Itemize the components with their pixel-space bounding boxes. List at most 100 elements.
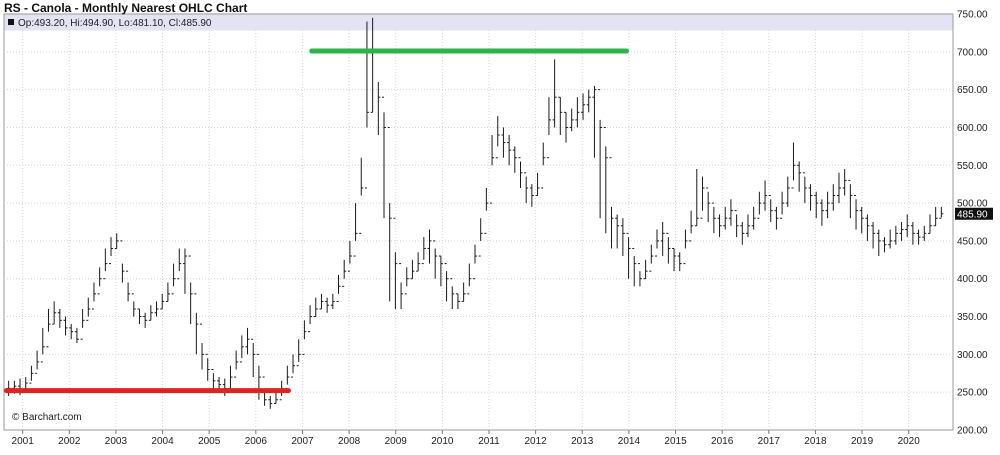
ohlc-bar xyxy=(148,305,153,321)
ohlc-bar xyxy=(831,184,836,211)
ohlc-bar xyxy=(706,187,711,222)
ohlc-bar xyxy=(74,327,79,344)
ohlc-bar xyxy=(473,244,478,280)
ohlc-bar xyxy=(927,214,932,234)
ohlc-bar xyxy=(899,222,904,241)
ohlc-bar xyxy=(52,301,57,325)
ohlc-bar xyxy=(461,282,466,302)
ohlc-bar xyxy=(353,203,358,257)
ohlc-bar xyxy=(57,308,62,328)
ohlc-bar xyxy=(120,240,125,283)
ohlc-bar xyxy=(35,350,40,374)
ohlc-bar xyxy=(717,214,722,238)
annotation-lines xyxy=(3,48,630,394)
info-bar-text: Op:493.20, Hi:494.90, Lo:481.10, Cl:485.… xyxy=(18,18,212,29)
info-band xyxy=(4,14,953,31)
vertical-gridlines xyxy=(22,30,910,434)
ohlc-bar xyxy=(444,263,449,302)
ohlc-bar xyxy=(541,142,546,189)
ohlc-bar xyxy=(188,255,193,325)
ohlc-bar xyxy=(751,206,756,230)
ohlc-bar xyxy=(654,229,659,257)
ohlc-bar xyxy=(507,135,512,166)
ohlc-bar xyxy=(308,305,313,333)
ohlc-bar xyxy=(137,308,142,325)
ohlc-bar xyxy=(865,214,870,241)
ohlc-bar xyxy=(211,368,216,389)
ohlc-bar xyxy=(29,365,34,384)
x-tick-label: 2003 xyxy=(105,436,128,447)
watermark: © Barchart.com xyxy=(12,412,82,423)
x-tick-label: 2020 xyxy=(898,436,921,447)
y-tick-label: 500.00 xyxy=(957,199,988,210)
ohlc-bar xyxy=(791,142,796,189)
ohlc-bar xyxy=(114,233,119,249)
ohlc-bar xyxy=(382,96,387,219)
ohlc-bar xyxy=(723,206,728,230)
ohlc-bar xyxy=(160,293,165,310)
ohlc-bar xyxy=(313,297,318,318)
x-tick-label: 2004 xyxy=(151,436,174,447)
y-tick-label: 450.00 xyxy=(957,236,988,247)
ohlc-bar xyxy=(905,214,910,238)
ohlc-bar xyxy=(421,237,426,265)
x-tick-label: 2002 xyxy=(58,436,81,447)
y-tick-label: 650.00 xyxy=(957,85,988,96)
ohlc-bar xyxy=(740,222,745,245)
ohlc-bar xyxy=(569,108,574,132)
ohlc-bar xyxy=(91,282,96,310)
ohlc-bar xyxy=(592,85,597,158)
ohlc-bar xyxy=(848,179,853,219)
ohlc-bar xyxy=(808,184,813,211)
ohlc-bar xyxy=(598,89,603,219)
ohlc-bar xyxy=(347,240,352,272)
y-tick-label: 350.00 xyxy=(957,312,988,323)
chart-title: RS - Canola - Monthly Nearest OHLC Chart xyxy=(4,1,248,15)
ohlc-bar xyxy=(763,180,768,211)
last-price-marker xyxy=(955,207,993,220)
x-tick-label: 2006 xyxy=(245,436,268,447)
ohlc-bar xyxy=(711,202,716,234)
ohlc-bar xyxy=(518,157,523,188)
ohlc-bar xyxy=(268,395,273,409)
ohlc-bar xyxy=(910,222,915,245)
x-axis-tick-labels: 2001 2002 2003 2004 2005 2006 2007 2008 2009 2010… xyxy=(12,436,921,447)
ohlc-bar xyxy=(325,297,330,313)
ohlc-bar xyxy=(182,248,187,294)
ohlc-bar xyxy=(80,308,85,340)
y-tick-label: 550.00 xyxy=(957,161,988,172)
ohlc-bar xyxy=(387,126,392,302)
ohlc-bar xyxy=(404,267,409,295)
ohlc-bar xyxy=(563,111,568,143)
ohlc-bar xyxy=(774,206,779,230)
x-tick-label: 2008 xyxy=(338,436,361,447)
ohlc-bar xyxy=(819,199,824,226)
ohlc-bar xyxy=(734,210,739,238)
ohlc-bar xyxy=(768,195,773,222)
x-tick-label: 2013 xyxy=(571,436,594,447)
x-tick-label: 2009 xyxy=(385,436,408,447)
x-tick-label: 2018 xyxy=(804,436,827,447)
ohlc-bar xyxy=(643,259,648,280)
ohlc-bar xyxy=(109,237,114,265)
ohlc-bar xyxy=(586,89,591,113)
ohlc-bar xyxy=(40,327,45,363)
ohlc-bar xyxy=(495,116,500,159)
x-tick-label: 2019 xyxy=(851,436,874,447)
ohlc-bar xyxy=(603,126,608,234)
ohlc-bar xyxy=(103,248,108,280)
ohlc-bar xyxy=(916,229,921,245)
ohlc-bar xyxy=(700,176,705,219)
ohlc-bar xyxy=(728,199,733,226)
ohlc-bar xyxy=(814,191,819,219)
ohlc-bar xyxy=(171,263,176,295)
ohlc-bar xyxy=(319,293,324,310)
ohlc-bar xyxy=(785,176,790,207)
ohlc-bar xyxy=(797,161,802,192)
ohlc-bar xyxy=(615,214,620,249)
y-tick-label: 200.00 xyxy=(957,426,988,437)
ohlc-bar xyxy=(552,59,557,128)
ohlc-bar xyxy=(620,218,625,257)
